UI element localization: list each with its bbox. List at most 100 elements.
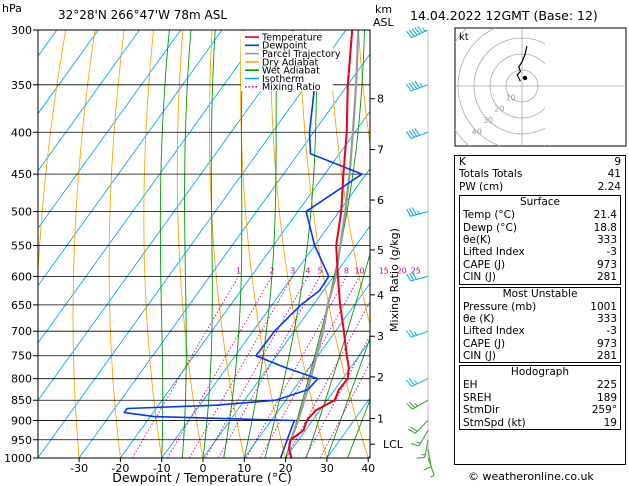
index-label: Totals Totals (459, 168, 523, 181)
asl-unit-label: ASL (373, 16, 395, 29)
hodograph-ring-label: 10 (506, 93, 516, 102)
hodograph-unit-label: kt (459, 32, 469, 43)
surface-row: Dewp (°C) 18.8 (460, 222, 620, 234)
hodograph-section: Hodograph EH 225 SREH 189 StmDir 259° StmSpd (… (459, 365, 621, 431)
most-unstable-value: 1001 (590, 300, 617, 313)
pressure-tick-label: 750 (11, 350, 32, 363)
index-value: 9 (614, 156, 621, 168)
wind-barb-half-feather (419, 83, 423, 88)
dry-adiabat-line (38, 30, 67, 458)
hodograph-stat-label: StmDir (463, 404, 500, 417)
km-tick-label: 7 (377, 144, 384, 157)
hodograph-frame (454, 27, 627, 147)
hodograph-stat-value: 189 (596, 391, 617, 404)
isotherm-line (38, 30, 140, 172)
mixing-ratio-label: 3 (290, 266, 295, 275)
dry-adiabat-line (209, 30, 245, 458)
hodograph-stat-label: StmSpd (kt) (463, 416, 526, 429)
wind-barb-feather (423, 466, 432, 471)
location-title: 32°28'N 266°47'W 78m ASL (58, 8, 227, 22)
pressure-tick-label: 300 (11, 24, 32, 37)
mixing-ratio-label: 25 (411, 266, 421, 275)
wind-barb-feather (408, 82, 415, 91)
mixing-ratio-line (167, 276, 273, 458)
surface-value: 18.8 (593, 221, 617, 234)
wind-barb-feather (414, 27, 421, 35)
surface-label: Dewp (°C) (463, 221, 517, 234)
dewpoint-line (123, 30, 363, 458)
wind-barb-feather (408, 130, 415, 138)
wind-barb-half-feather (414, 331, 418, 336)
most-unstable-label: θe (K) (463, 312, 495, 325)
hodograph-trace (516, 45, 528, 82)
surface-label: θe(K) (463, 233, 491, 246)
surface-label: CIN (J) (463, 271, 496, 284)
wind-barb-feather (411, 81, 418, 90)
wind-barb-half-feather (422, 27, 426, 32)
km-tick-label: 8 (377, 93, 384, 106)
most-unstable-row: θe (K) 333 (460, 313, 620, 325)
temperature-tick-label: -30 (70, 462, 88, 475)
most-unstable-value: 333 (596, 312, 617, 325)
pressure-tick-label: 400 (11, 126, 32, 139)
km-tick-label: 1 (377, 413, 384, 426)
hodograph-stat-row: SREH 189 (460, 392, 620, 404)
mixing-ratio-label: 5 (317, 266, 322, 275)
stats-table: K 9 Totals Totals 41 PW (cm) 2.24 Surface Tem… (454, 155, 626, 465)
km-tick-label: 3 (377, 330, 384, 343)
wind-barb-feather (411, 129, 418, 137)
km-tick-label: 4 (377, 289, 384, 302)
surface-row: Temp (°C) 21.4 (460, 209, 620, 221)
x-axis-title: Dewpoint / Temperature (°C) (112, 470, 291, 485)
mixing-ratio-label: 15 (379, 266, 389, 275)
wind-barb-feather (416, 25, 423, 33)
most-unstable-value: 973 (596, 337, 617, 350)
km-tick-label: 6 (377, 194, 384, 207)
most-unstable-row: CIN (J) 281 (460, 350, 620, 362)
mixing-ratio-axis-title: Mixing Ratio (g/kg) (388, 228, 401, 332)
temperature-tick-label: 30 (320, 462, 334, 475)
isotherm-line (38, 30, 347, 458)
hodograph-stat-row: StmDir 259° (460, 404, 620, 416)
most-unstable-row: Lifted Index -3 (460, 325, 620, 337)
wind-barb-feather (408, 401, 416, 409)
wind-barb-feather (406, 208, 412, 217)
index-row: Totals Totals 41 (455, 168, 625, 180)
most-unstable-label: CIN (J) (463, 350, 496, 363)
surface-label: Temp (°C) (463, 209, 516, 222)
wind-barb-feather (408, 378, 415, 386)
temperature-tick-label: -20 (111, 462, 129, 475)
surface-label: Lifted Index (463, 246, 525, 259)
pressure-tick-label: 650 (11, 299, 32, 312)
legend-item: Mixing Ratio (262, 82, 321, 93)
temperature-tick-label: 20 (279, 462, 293, 475)
surface-label: CAPE (J) (463, 258, 506, 271)
wind-barb (427, 448, 432, 467)
mixing-ratio-line (285, 300, 370, 458)
most-unstable-section: Most Unstable Pressure (mb) 1001 θe (K) 333… (459, 286, 621, 364)
wind-barb-half-feather (416, 210, 420, 215)
surface-value: -3 (606, 246, 617, 259)
pressure-tick-label: 900 (11, 415, 32, 428)
isotherm-line (78, 53, 370, 458)
pressure-tick-label: 600 (11, 270, 32, 283)
temperature-tick-label: 10 (237, 462, 251, 475)
wind-barb-feather (411, 28, 418, 36)
surface-row: CAPE (J) 973 (460, 259, 620, 271)
temperature-tick-label: 0 (200, 462, 207, 475)
surface-row: θe(K) 333 (460, 234, 620, 246)
wind-barb-feather (406, 330, 412, 338)
wind-barb-feather (406, 402, 413, 410)
legend-box (241, 31, 333, 91)
mixing-ratio-label: 10 (354, 266, 364, 275)
mixing-ratio-label: 20 (397, 266, 407, 275)
wind-barb-half-feather (416, 441, 421, 444)
km-unit-label: km (375, 3, 392, 16)
isotherm-line (38, 30, 223, 287)
mixing-ratio-line (218, 276, 321, 458)
wind-barb-half-feather (430, 474, 435, 478)
hodograph-stat-value: 259° (591, 404, 617, 417)
mixing-ratio-label: 4 (305, 266, 310, 275)
